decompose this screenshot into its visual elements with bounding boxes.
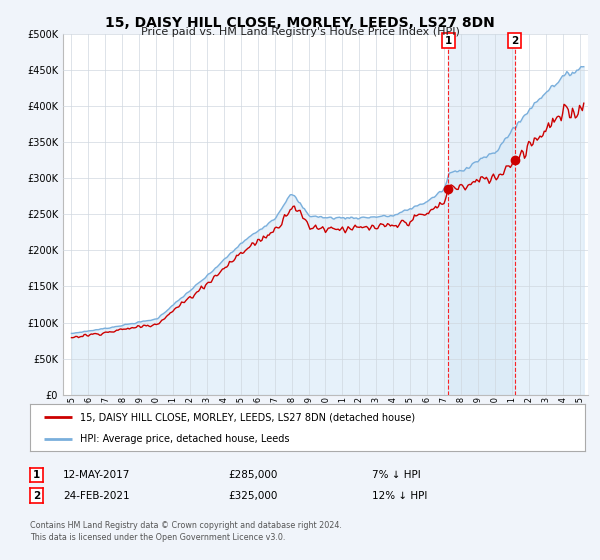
Text: Price paid vs. HM Land Registry's House Price Index (HPI): Price paid vs. HM Land Registry's House … (140, 27, 460, 37)
Bar (448, 34, 515, 395)
Text: 1: 1 (33, 470, 40, 480)
Text: £325,000: £325,000 (228, 491, 277, 501)
Text: 2: 2 (33, 491, 40, 501)
Text: £285,000: £285,000 (228, 470, 277, 480)
Text: 2: 2 (511, 36, 518, 46)
Text: 15, DAISY HILL CLOSE, MORLEY, LEEDS, LS27 8DN: 15, DAISY HILL CLOSE, MORLEY, LEEDS, LS2… (105, 16, 495, 30)
Text: Contains HM Land Registry data © Crown copyright and database right 2024.: Contains HM Land Registry data © Crown c… (30, 521, 342, 530)
Text: 12% ↓ HPI: 12% ↓ HPI (372, 491, 427, 501)
Text: 24-FEB-2021: 24-FEB-2021 (63, 491, 130, 501)
Text: HPI: Average price, detached house, Leeds: HPI: Average price, detached house, Leed… (80, 434, 289, 444)
Text: 15, DAISY HILL CLOSE, MORLEY, LEEDS, LS27 8DN (detached house): 15, DAISY HILL CLOSE, MORLEY, LEEDS, LS2… (80, 412, 415, 422)
Text: 7% ↓ HPI: 7% ↓ HPI (372, 470, 421, 480)
Text: This data is licensed under the Open Government Licence v3.0.: This data is licensed under the Open Gov… (30, 533, 286, 542)
Text: 12-MAY-2017: 12-MAY-2017 (63, 470, 130, 480)
Text: 1: 1 (445, 36, 452, 46)
